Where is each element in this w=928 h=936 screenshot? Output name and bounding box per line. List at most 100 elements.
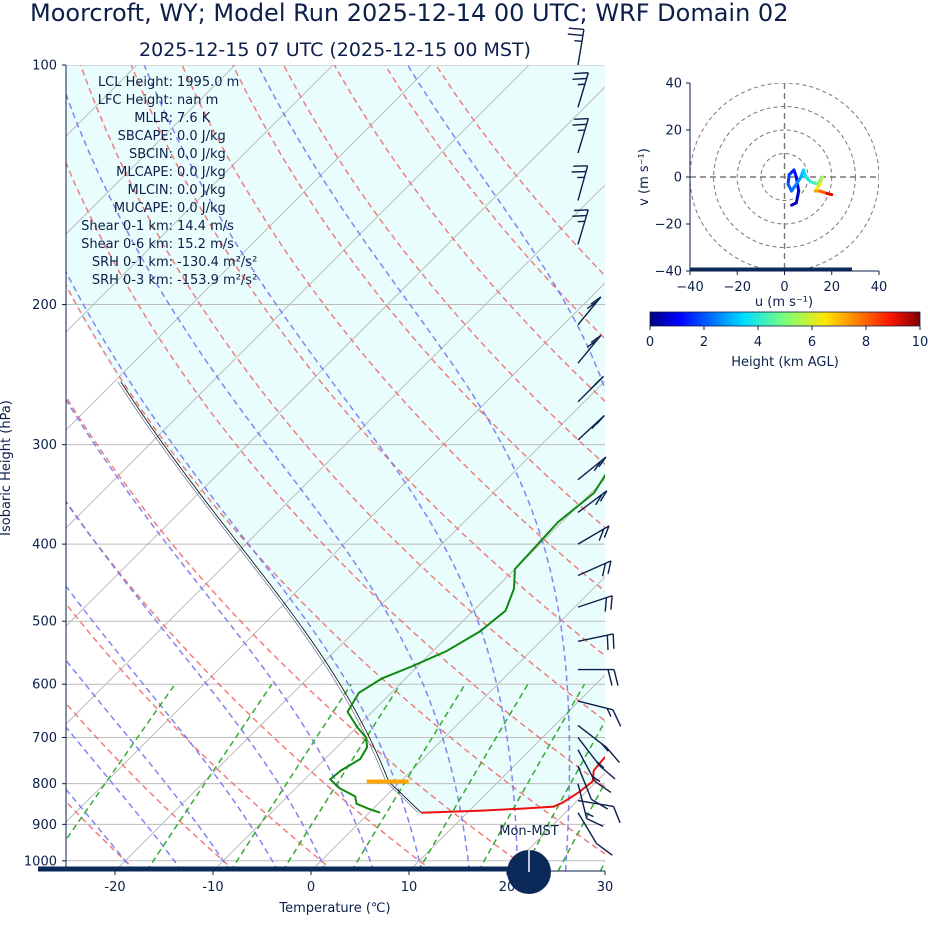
wind-barb-feather bbox=[574, 72, 589, 75]
y-tick-label: 300 bbox=[32, 438, 57, 453]
moon-label: Mon-MST bbox=[499, 824, 559, 839]
index-value: 7.6 K bbox=[177, 111, 211, 126]
moist-adiabat bbox=[66, 398, 375, 871]
index-value: 0.0 J/kg bbox=[177, 147, 226, 162]
hodo-x-tick-label: −20 bbox=[724, 280, 751, 295]
height-colorbar: 0 2 4 6 8 10 Height (km AGL) bbox=[646, 311, 928, 370]
hodo-y-tick-label: 20 bbox=[665, 124, 682, 139]
mixing-ratio-line bbox=[557, 781, 605, 871]
chart-subtitle: 2025-12-15 07 UTC (2025-12-15 00 MST) bbox=[139, 39, 531, 61]
wind-barb-feather bbox=[590, 296, 602, 305]
wind-barb-feather bbox=[594, 780, 612, 794]
wind-barb bbox=[577, 812, 613, 856]
x-tick-label: -20 bbox=[104, 880, 125, 895]
wind-barb-feather bbox=[590, 380, 600, 390]
figure-title: Moorcroft, WY; Model Run 2025-12-14 00 U… bbox=[30, 0, 788, 27]
wind-barb bbox=[577, 490, 608, 514]
wind-barb bbox=[567, 27, 585, 66]
moist-adiabat bbox=[257, 65, 571, 871]
moist-adiabat bbox=[66, 270, 423, 871]
moon-phase: Mon-MST bbox=[499, 824, 559, 894]
hodo-x-label: u (m s⁻¹) bbox=[755, 295, 813, 310]
dewpoint-profile bbox=[328, 473, 605, 814]
moist-adiabat bbox=[66, 659, 231, 871]
index-value: -153.9 m²/s² bbox=[177, 273, 257, 288]
wind-barb bbox=[577, 633, 615, 651]
dry-adiabat bbox=[66, 395, 532, 871]
wind-barb-feather bbox=[586, 817, 604, 827]
wind-barb bbox=[577, 525, 610, 545]
mixing-ratio-line bbox=[635, 684, 731, 871]
wind-barb-half-feather bbox=[595, 760, 605, 769]
wind-barb-feather bbox=[599, 490, 608, 502]
wind-barb bbox=[577, 724, 620, 763]
wind-barb-feather bbox=[612, 633, 615, 649]
wind-barb-half-feather bbox=[606, 708, 612, 717]
wind-barb-feather bbox=[607, 669, 613, 686]
y-tick-label: 500 bbox=[32, 615, 57, 630]
index-value: 1995.0 m bbox=[177, 75, 239, 90]
mixing-ratio-line bbox=[350, 683, 466, 871]
index-label: Shear 0-6 km: bbox=[81, 237, 173, 252]
wind-barb-staff bbox=[577, 118, 590, 154]
hodo-y-tick-label: −20 bbox=[655, 218, 682, 233]
wind-barb bbox=[577, 334, 602, 364]
index-label: SBCAPE: bbox=[118, 129, 173, 144]
wind-barb bbox=[571, 165, 589, 201]
colorbar-tick-label: 10 bbox=[912, 335, 928, 350]
wind-barb-feather bbox=[572, 123, 587, 126]
wind-barb-feather bbox=[599, 765, 616, 780]
colorbar-tick-label: 8 bbox=[862, 335, 870, 350]
wind-barb-staff bbox=[577, 812, 598, 844]
hodo-x-tick-label: 0 bbox=[780, 280, 788, 295]
index-label: Shear 0-1 km: bbox=[81, 219, 173, 234]
isotherm-line bbox=[703, 65, 928, 871]
y-tick-label: 200 bbox=[32, 298, 57, 313]
wind-barb-half-feather bbox=[584, 812, 594, 818]
wind-barb-feather bbox=[612, 709, 622, 727]
wind-barb-staff bbox=[577, 765, 593, 800]
hodograph-segment bbox=[794, 189, 801, 205]
wind-barb-half-feather bbox=[574, 39, 583, 43]
wind-barb-feather bbox=[598, 528, 605, 541]
wind-barb-feather bbox=[586, 300, 598, 310]
wind-barb bbox=[577, 560, 612, 577]
wind-barb-feather bbox=[590, 334, 602, 344]
wind-barb-feather bbox=[603, 525, 610, 538]
index-label: SRH 0-1 km: bbox=[92, 255, 173, 270]
wind-barb-feather bbox=[601, 563, 607, 577]
wind-barb-feather bbox=[572, 214, 587, 217]
wind-barb bbox=[577, 296, 602, 326]
moist-adiabat bbox=[66, 499, 327, 871]
wind-barb-feather bbox=[598, 456, 607, 468]
wind-barb-feather bbox=[572, 77, 587, 80]
wind-barb bbox=[577, 799, 621, 824]
isotherm-line bbox=[66, 65, 432, 431]
wind-barb bbox=[577, 375, 604, 403]
mixing-ratio-line bbox=[522, 719, 605, 871]
hodograph-segment bbox=[786, 173, 791, 186]
wind-barb bbox=[572, 117, 590, 154]
wind-barb-half-feather bbox=[591, 775, 601, 783]
parcel-path-virtual bbox=[117, 381, 419, 813]
index-value: 0.0 J/kg bbox=[177, 201, 226, 216]
hodograph: −40 −20 0 20 40 −40 −20 0 20 40 u (m s⁻¹) v (m s⁻… bbox=[637, 77, 887, 311]
sounding-indices: LCL Height: 1995.0 m LFC Height: nan m MLLR:… bbox=[81, 75, 257, 288]
isotherm-line bbox=[114, 380, 605, 871]
moist-adiabat bbox=[66, 788, 134, 871]
wind-barb bbox=[577, 737, 616, 780]
y-tick-label: 800 bbox=[32, 777, 57, 792]
dry-adiabat bbox=[66, 283, 605, 855]
index-value: -130.4 m²/s² bbox=[177, 255, 257, 270]
mixing-ratio-line bbox=[66, 683, 176, 842]
dry-adiabat bbox=[66, 800, 137, 871]
wind-barb bbox=[577, 595, 613, 612]
colorbar-tick-label: 2 bbox=[700, 335, 708, 350]
index-label: LFC Height: bbox=[98, 93, 173, 108]
y-tick-label: 100 bbox=[32, 59, 57, 74]
parcel-path bbox=[120, 381, 422, 813]
index-label: MUCAPE: bbox=[114, 201, 173, 216]
isotherm-line bbox=[66, 65, 334, 333]
y-tick-label: 600 bbox=[32, 678, 57, 693]
